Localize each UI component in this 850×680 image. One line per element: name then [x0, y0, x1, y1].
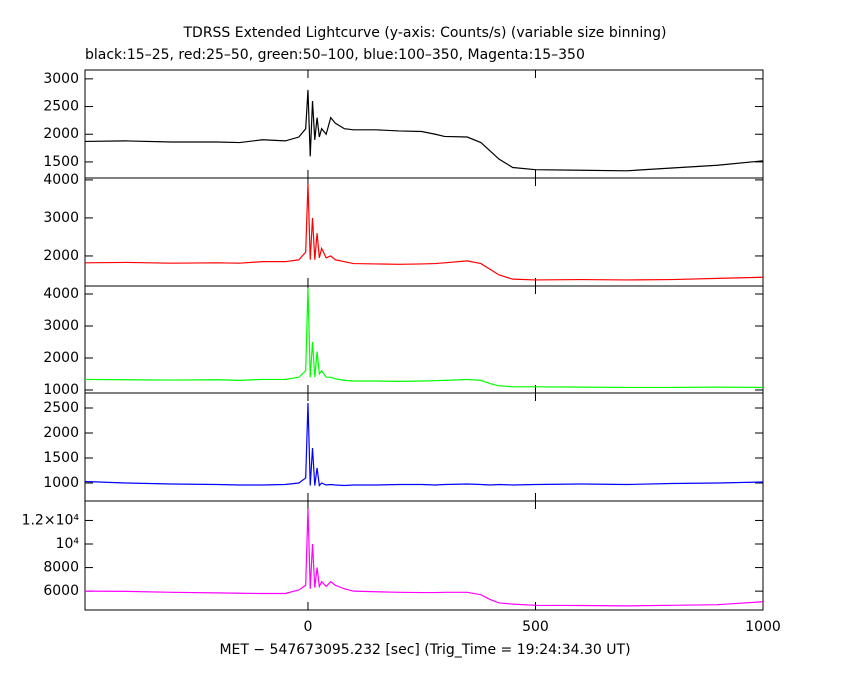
x-tick-label: 500 [522, 619, 549, 635]
lightcurve [84, 183, 764, 281]
x-tick-label: 1000 [745, 619, 781, 635]
chart-subtitle: black:15–25, red:25–50, green:50–100, bl… [85, 47, 585, 63]
y-tick-label: 3000 [43, 318, 79, 334]
y-tick-label: 1500 [43, 450, 79, 466]
y-tick-label: 2500 [43, 99, 79, 115]
lightcurve [84, 287, 764, 389]
panel-frame [84, 69, 764, 179]
y-tick-label: 2000 [43, 126, 79, 142]
y-tick-label: 2000 [43, 425, 79, 441]
y-tick-label: 3000 [43, 210, 79, 226]
x-axis-label: MET − 547673095.232 [sec] (Trig_Time = 1… [219, 642, 630, 658]
y-tick-label: 2000 [43, 248, 79, 264]
panel-frame [84, 285, 764, 394]
y-tick-label: 8000 [43, 560, 79, 576]
chart-title: TDRSS Extended Lightcurve (y-axis: Count… [182, 25, 666, 41]
y-tick-label: 3000 [43, 71, 79, 87]
y-tick-label: 10⁴ [56, 536, 80, 552]
y-tick-label: 1500 [43, 154, 79, 170]
panel-frame [84, 177, 764, 287]
y-tick-label: 1.2×10⁴ [22, 512, 80, 528]
y-tick-label: 4000 [43, 286, 79, 302]
lightcurve [84, 508, 764, 607]
panel-frame [84, 500, 764, 611]
y-tick-label: 1000 [43, 382, 79, 398]
y-tick-label: 2000 [43, 350, 79, 366]
y-tick-label: 2500 [43, 400, 79, 416]
y-tick-label: 6000 [43, 583, 79, 599]
lightcurve [84, 89, 764, 172]
x-tick-label: 0 [304, 619, 313, 635]
y-tick-label: 1000 [43, 475, 79, 491]
y-tick-label: 4000 [43, 172, 79, 188]
lightcurve [84, 402, 764, 487]
